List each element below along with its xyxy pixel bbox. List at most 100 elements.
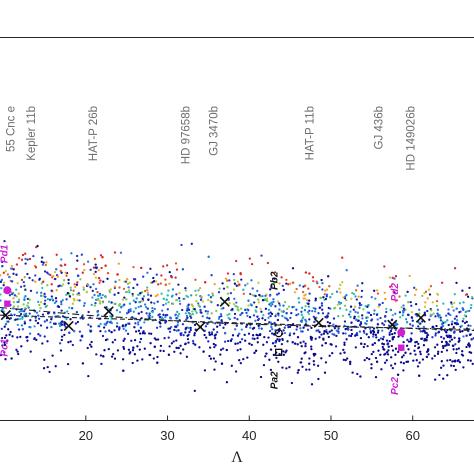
data-point (356, 311, 359, 314)
data-point (122, 369, 125, 372)
data-point (60, 338, 63, 342)
data-point (447, 308, 450, 311)
data-point (402, 340, 405, 344)
data-point (262, 363, 266, 367)
data-point (402, 307, 406, 310)
data-point (146, 307, 149, 310)
data-point (136, 283, 139, 286)
data-point (257, 324, 260, 327)
data-point (257, 298, 260, 301)
data-point (43, 270, 47, 273)
data-point (356, 284, 359, 287)
data-point (51, 354, 54, 357)
data-point (315, 280, 318, 283)
data-point (132, 286, 135, 290)
data-point (3, 325, 6, 328)
data-point (423, 292, 426, 295)
data-point (63, 333, 66, 337)
data-point (296, 336, 300, 339)
data-point (431, 301, 434, 304)
data-point (55, 289, 58, 292)
data-point (210, 274, 213, 277)
data-point (180, 243, 183, 247)
data-point (379, 353, 382, 356)
data-point (277, 314, 280, 317)
data-point (222, 287, 226, 290)
data-point (437, 350, 440, 353)
data-point (321, 308, 324, 311)
data-point (289, 282, 292, 285)
data-point (109, 314, 112, 318)
data-point (428, 318, 431, 321)
data-point (305, 320, 308, 323)
data-point (102, 326, 106, 329)
data-point (434, 315, 437, 318)
data-point (325, 295, 328, 298)
data-point (256, 289, 259, 293)
data-point (113, 329, 116, 332)
data-point (67, 278, 70, 282)
data-point (174, 276, 177, 279)
data-point (360, 342, 363, 345)
data-point (4, 323, 8, 326)
data-point (111, 341, 114, 344)
data-point (19, 335, 22, 339)
data-point (278, 302, 281, 305)
data-point (402, 354, 405, 357)
data-point (445, 341, 448, 344)
data-point (372, 350, 375, 354)
data-point (373, 289, 376, 292)
data-point (301, 365, 304, 368)
data-point (184, 342, 187, 345)
data-point (107, 300, 111, 303)
data-point (338, 302, 342, 305)
open-circle-marker (274, 329, 283, 338)
data-point (467, 324, 470, 327)
data-point (98, 299, 102, 303)
data-point (458, 339, 461, 342)
data-point (442, 364, 445, 367)
data-point (331, 332, 334, 336)
data-point (155, 280, 158, 283)
data-point (282, 350, 285, 353)
data-point (371, 343, 374, 346)
data-point (162, 265, 165, 268)
data-point (146, 289, 149, 292)
data-point (175, 298, 179, 302)
data-point (106, 320, 109, 323)
data-point (152, 276, 155, 280)
data-point (135, 297, 138, 300)
data-point (89, 268, 92, 271)
data-point (16, 282, 19, 285)
data-point (93, 257, 97, 261)
data-point (190, 242, 193, 245)
data-point (39, 324, 43, 327)
data-point (391, 313, 394, 317)
data-point (3, 343, 7, 346)
data-point (50, 283, 53, 286)
data-point (234, 328, 237, 331)
data-point (393, 362, 397, 365)
data-point (68, 295, 72, 298)
data-point (104, 330, 107, 333)
data-point (98, 302, 102, 305)
data-point (45, 326, 49, 329)
data-point (265, 352, 268, 355)
data-point (300, 357, 303, 360)
data-point (323, 330, 326, 333)
data-point (87, 323, 90, 326)
data-point (178, 299, 181, 303)
x-tick-label: 20 (79, 428, 93, 443)
data-point (248, 315, 252, 319)
data-point (76, 281, 79, 284)
data-point (343, 304, 347, 307)
data-point (282, 304, 285, 307)
data-point (181, 308, 184, 312)
data-point (55, 268, 58, 271)
data-point (104, 323, 107, 327)
data-point (193, 307, 196, 311)
data-point (339, 291, 342, 294)
data-point (301, 317, 304, 320)
data-point (132, 265, 135, 269)
